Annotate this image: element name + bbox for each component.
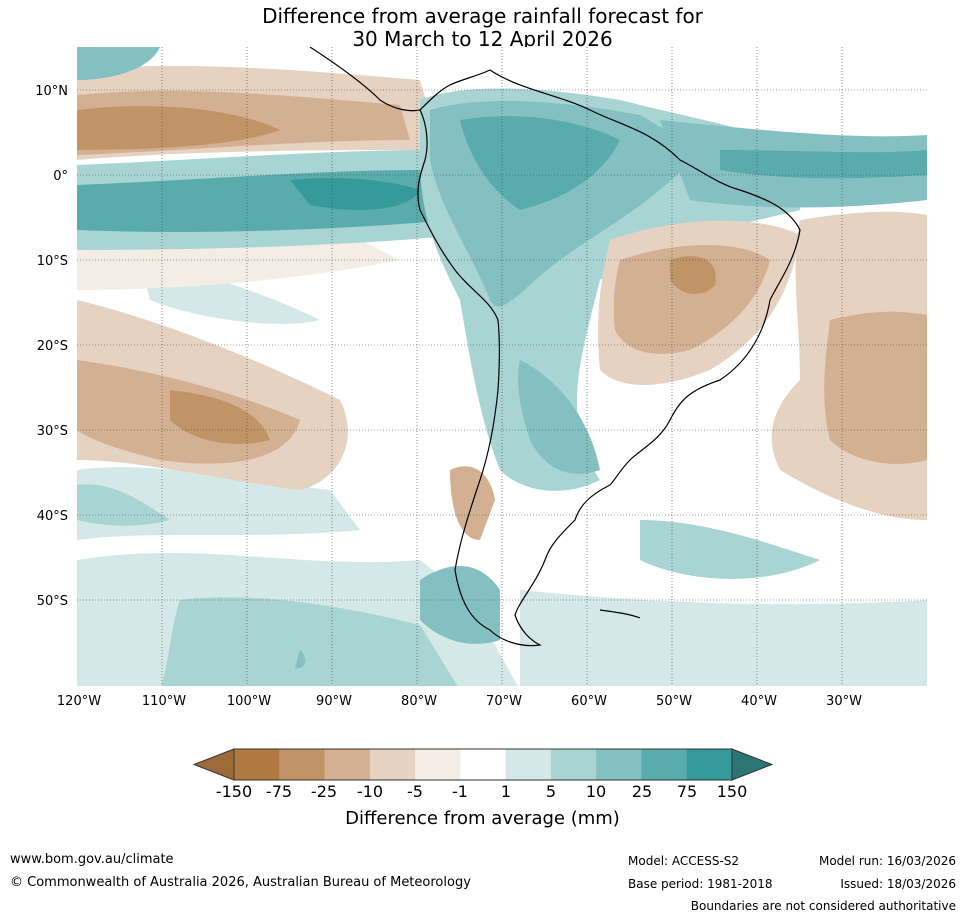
colorbar-swatch	[415, 749, 461, 780]
lon-label: 60°W	[571, 694, 607, 709]
issued-text: Issued: 18/03/2026	[840, 877, 956, 891]
colorbar	[192, 748, 774, 781]
copyright-text: © Commonwealth of Australia 2026, Austra…	[10, 875, 471, 890]
rainfall-anomaly-field	[77, 47, 927, 686]
lat-label: 20°S	[37, 339, 68, 354]
lon-label: 30°W	[826, 694, 862, 709]
colorbar-label: 150	[716, 782, 748, 801]
lat-label: 0°	[53, 169, 68, 184]
lat-label: 10°N	[35, 84, 68, 99]
colorbar-swatch	[324, 749, 371, 780]
colorbar-label: 1	[500, 782, 512, 801]
lon-label: 120°W	[57, 694, 101, 709]
colorbar-swatch	[279, 749, 326, 780]
colorbar-swatch	[234, 749, 280, 780]
lat-label: 40°S	[37, 509, 68, 524]
colorbar-extend-high	[731, 748, 774, 781]
colorbar-swatch	[460, 749, 507, 780]
colorbar-axis-label: Difference from average (mm)	[345, 808, 620, 829]
lon-label: 50°W	[656, 694, 692, 709]
model-run-text: Model run: 16/03/2026	[818, 854, 956, 868]
colorbar-label: 75	[676, 782, 698, 801]
lon-label: 80°W	[401, 694, 437, 709]
colorbar-swatch	[369, 749, 416, 780]
model-text: Model: ACCESS-S2	[628, 854, 740, 868]
lon-label: 70°W	[486, 694, 522, 709]
colorbar-label: -10	[356, 782, 384, 801]
lat-label: 10°S	[37, 254, 68, 269]
lon-label: 110°W	[142, 694, 186, 709]
colorbar-label: 5	[545, 782, 557, 801]
colorbar-label: 25	[631, 782, 653, 801]
lon-label: 40°W	[741, 694, 777, 709]
colorbar-label: 10	[585, 782, 607, 801]
colorbar-swatch	[686, 749, 733, 780]
website-link[interactable]: www.bom.gov.au/climate	[10, 852, 174, 867]
disclaimer-text: Boundaries are not considered authoritat…	[690, 899, 956, 913]
base-period-text: Base period: 1981-2018	[628, 877, 773, 891]
lon-label: 100°W	[227, 694, 271, 709]
graticule	[77, 47, 927, 686]
lat-label: 50°S	[37, 594, 68, 609]
colorbar-label: -25	[310, 782, 338, 801]
colorbar-label: -150	[215, 782, 253, 801]
map-title-line-1: Difference from average rainfall forecas…	[262, 4, 703, 28]
colorbar-label: -75	[265, 782, 293, 801]
lat-label: 30°S	[37, 424, 68, 439]
colorbar-extend-low	[192, 748, 235, 781]
colorbar-swatch	[550, 749, 597, 780]
colorbar-label: -5	[407, 782, 423, 801]
colorbar-swatch	[596, 749, 642, 780]
map-title-line-2: 30 March to 12 April 2026	[352, 27, 613, 51]
colorbar-label: -1	[452, 782, 468, 801]
colorbar-border	[233, 748, 733, 781]
lon-label: 90°W	[316, 694, 352, 709]
colorbar-swatch	[641, 749, 688, 780]
coastline	[309, 47, 801, 647]
colorbar-swatch	[505, 749, 552, 780]
